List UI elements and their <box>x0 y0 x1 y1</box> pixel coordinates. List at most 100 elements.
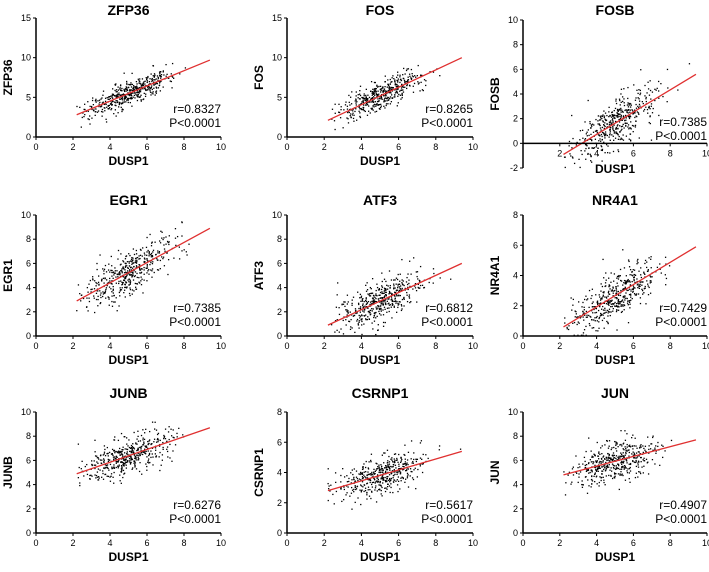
data-point <box>399 471 402 473</box>
data-point <box>628 116 630 119</box>
data-point <box>385 93 387 96</box>
data-point <box>643 465 645 467</box>
data-point <box>163 437 165 440</box>
data-point <box>370 101 372 103</box>
data-point <box>140 451 142 454</box>
data-point <box>167 259 170 261</box>
data-point <box>602 121 605 123</box>
data-point <box>599 299 602 301</box>
data-point <box>124 271 127 273</box>
data-point <box>122 261 125 263</box>
data-point <box>151 263 154 265</box>
data-point <box>139 267 141 270</box>
data-point <box>122 94 124 96</box>
data-point <box>388 465 390 467</box>
data-point <box>625 275 628 277</box>
data-point <box>626 302 629 304</box>
data-point <box>571 481 573 483</box>
data-point <box>601 146 603 148</box>
data-point <box>130 274 132 276</box>
data-point <box>619 300 621 303</box>
data-point <box>118 272 120 274</box>
data-point <box>399 472 402 475</box>
data-point <box>612 457 615 459</box>
data-point <box>146 80 149 82</box>
data-point <box>602 132 605 134</box>
data-point <box>170 435 173 437</box>
data-point <box>590 133 592 136</box>
data-point <box>363 463 365 465</box>
data-point <box>664 274 667 276</box>
data-point <box>381 87 384 89</box>
data-point <box>415 289 418 292</box>
data-point <box>87 291 89 293</box>
data-point <box>644 84 646 87</box>
data-point <box>354 480 357 482</box>
data-point <box>600 129 602 131</box>
data-point <box>149 263 151 266</box>
data-point <box>131 83 134 86</box>
data-point <box>600 477 602 479</box>
data-point <box>638 471 640 473</box>
data-point <box>384 295 386 297</box>
data-point <box>383 88 386 90</box>
data-point <box>639 283 641 285</box>
data-point <box>635 293 638 295</box>
data-point <box>84 103 86 105</box>
data-point <box>153 79 155 81</box>
data-point <box>134 258 137 260</box>
data-point <box>137 78 139 80</box>
data-point <box>125 263 127 265</box>
data-point <box>640 69 642 71</box>
data-point <box>184 67 187 69</box>
y-tick-label: 4 <box>26 283 31 293</box>
data-point <box>628 455 630 457</box>
data-point <box>121 281 123 283</box>
data-point <box>405 81 408 83</box>
data-point <box>406 276 408 279</box>
x-tick-label: 2 <box>557 148 562 158</box>
data-point <box>167 431 170 433</box>
data-point <box>572 474 575 476</box>
data-point <box>348 111 350 114</box>
data-point <box>608 445 610 447</box>
data-point <box>647 270 649 272</box>
p-value: P<0.0001 <box>421 315 473 329</box>
data-point <box>625 122 627 124</box>
data-point <box>591 319 593 321</box>
data-point <box>633 286 635 289</box>
data-point <box>616 291 618 293</box>
data-point <box>114 109 117 111</box>
data-point <box>384 91 387 93</box>
data-point <box>616 125 618 127</box>
y-axis-label: JUNB <box>1 456 15 489</box>
data-point <box>633 269 636 271</box>
data-point <box>601 115 603 117</box>
data-point <box>129 254 131 257</box>
data-point <box>604 312 606 314</box>
data-point <box>106 106 108 108</box>
data-point <box>376 315 378 318</box>
data-point <box>125 95 127 98</box>
data-point <box>590 160 592 162</box>
data-point <box>368 478 370 481</box>
data-point <box>626 460 628 462</box>
data-point <box>626 110 628 112</box>
data-point <box>143 92 145 95</box>
data-point <box>396 300 398 303</box>
correlation-r: r=0.7429 <box>659 301 707 315</box>
data-point <box>108 104 111 107</box>
data-point <box>605 465 607 468</box>
data-point <box>386 307 389 309</box>
data-point <box>600 308 603 310</box>
data-point <box>111 453 113 455</box>
data-point <box>121 272 123 274</box>
data-point <box>382 89 384 92</box>
data-point <box>601 465 603 468</box>
data-point <box>621 460 623 463</box>
data-point <box>593 147 596 149</box>
data-point <box>612 121 614 124</box>
data-point <box>119 289 122 291</box>
data-point <box>370 313 372 315</box>
data-point <box>365 94 367 97</box>
